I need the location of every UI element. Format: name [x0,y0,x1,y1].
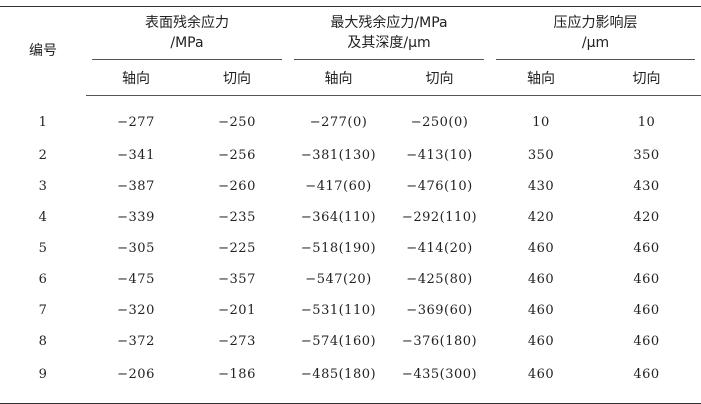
cell-max-axial: −364(110) [300,209,377,225]
cell-id: 5 [38,240,48,256]
cell-max-tangential: −292(110) [401,209,478,225]
header-max-line1: 最大残余应力/MPa [330,15,448,32]
header-row-directions: 轴向 切向 轴向 切向 轴向 切向 [0,62,701,96]
table-row: 4 −339 −235 −364(110) −292(110) 420 420 [0,202,701,233]
cell-surface-axial: −277 [117,115,155,130]
cell-max-axial: −381(130) [300,147,377,163]
cell-layer-tangential: 10 [637,115,656,130]
cell-layer-tangential: 460 [633,271,660,287]
header-row-groups: 编号 表面残余应力 /MPa 最大残余应力/MPa 及其深度/μm 压应力影响层 [0,6,701,95]
cell-surface-axial: −339 [117,209,155,225]
cell-max-tangential: −435(300) [389,356,491,404]
cell-surface-tangential: −225 [218,240,256,256]
header-surface-stress: 表面残余应力 /MPa [86,6,288,63]
header-max-tangential: 切向 [389,62,491,96]
cell-surface-tangential: −273 [218,333,256,349]
table-row: 9 −206 −186 −485(180) −435(300) 460 460 [0,356,701,404]
residual-stress-table: 编号 表面残余应力 /MPa 最大残余应力/MPa 及其深度/μm 压应力影响层 [0,6,701,404]
table-row: 2 −341 −256 −381(130) −413(10) 350 350 [0,140,701,171]
cell-max-axial: −547(20) [305,271,372,287]
cell-max-axial: −485(180) [288,356,389,404]
cell-max-tangential: −369(60) [406,302,473,318]
table-row: 6 −475 −357 −547(20) −425(80) 460 460 [0,264,701,295]
cell-layer-axial: 430 [527,178,555,194]
cell-id: 7 [38,302,48,318]
cell-max-tangential: −476(10) [406,178,473,194]
cell-max-tangential: −376(180) [401,333,478,349]
cell-max-tangential: −250(0) [410,115,469,130]
table-row: 5 −305 −225 −518(190) −414(20) 460 460 [0,233,701,264]
cell-max-axial: −277(0) [309,115,368,130]
table-row: 7 −320 −201 −531(110) −369(60) 460 460 [0,295,701,326]
cell-surface-tangential: −260 [218,178,256,194]
cell-layer-axial: 10 [532,115,550,130]
cell-id: 9 [0,356,86,404]
header-id: 编号 [0,6,86,95]
header-surface-tangential: 切向 [186,62,288,96]
cell-layer-axial: 460 [527,240,555,256]
cell-id: 3 [38,178,48,194]
header-max-stress: 最大残余应力/MPa 及其深度/μm [288,6,491,63]
cell-surface-tangential: −357 [218,271,256,287]
header-layer-line2: /μm [581,35,610,52]
residual-stress-table-container: 编号 表面残余应力 /MPa 最大残余应力/MPa 及其深度/μm 压应力影响层 [0,6,701,404]
cell-max-tangential: −425(80) [406,271,473,287]
header-layer-line1: 压应力影响层 [553,15,638,32]
cell-surface-axial: −341 [117,147,155,163]
cell-layer-tangential: 460 [633,240,660,256]
cell-surface-axial: −387 [117,178,155,194]
cell-layer-axial: 460 [527,333,555,349]
cell-surface-tangential: −201 [218,302,256,318]
cell-layer-tangential: 350 [633,147,660,163]
header-layer-axial: 轴向 [490,62,593,96]
cell-surface-axial: −320 [117,302,155,318]
cell-id: 8 [38,333,48,349]
cell-layer-axial: 460 [527,302,555,318]
header-surface-axial: 轴向 [86,62,186,96]
cell-id: 6 [38,271,48,287]
cell-layer-tangential: 460 [633,333,660,349]
cell-id: 2 [38,147,48,163]
header-max-line2: 及其深度/μm [347,35,431,52]
cell-layer-tangential: 420 [633,209,660,225]
cell-surface-axial: −475 [117,271,155,287]
cell-layer-tangential: 460 [592,356,701,404]
table-row: 3 −387 −260 −417(60) −476(10) 430 430 [0,171,701,202]
cell-layer-axial: 420 [527,209,555,225]
table-row: 1 −277 −250 −277(0) −250(0) 10 10 [0,95,701,140]
cell-max-axial: −574(160) [300,333,377,349]
cell-max-tangential: −414(20) [406,240,473,256]
header-max-axial: 轴向 [288,62,389,96]
cell-layer-axial: 460 [490,356,593,404]
cell-layer-tangential: 460 [633,302,660,318]
header-compressive-layer: 压应力影响层 /μm [490,6,701,63]
cell-id: 4 [38,209,48,225]
cell-max-axial: −518(190) [300,240,377,256]
cell-id: 1 [38,114,48,130]
cell-max-tangential: −413(10) [406,147,473,163]
cell-max-axial: −417(60) [305,178,372,194]
cell-max-axial: −531(110) [300,302,377,318]
cell-surface-tangential: −235 [218,209,256,225]
header-surface-line2: /MPa [170,35,204,52]
header-layer-tangential: 切向 [592,62,701,96]
cell-surface-tangential: −256 [218,147,256,163]
cell-layer-axial: 460 [527,271,555,287]
cell-surface-tangential: −186 [186,356,288,404]
cell-surface-axial: −206 [86,356,186,404]
table-row: 8 −372 −273 −574(160) −376(180) 460 460 [0,326,701,357]
header-surface-line1: 表面残余应力 [145,15,229,32]
cell-surface-tangential: −250 [218,115,256,130]
cell-layer-axial: 350 [527,147,555,163]
cell-layer-tangential: 430 [633,178,660,194]
cell-surface-axial: −305 [117,240,155,256]
cell-surface-axial: −372 [117,333,155,349]
